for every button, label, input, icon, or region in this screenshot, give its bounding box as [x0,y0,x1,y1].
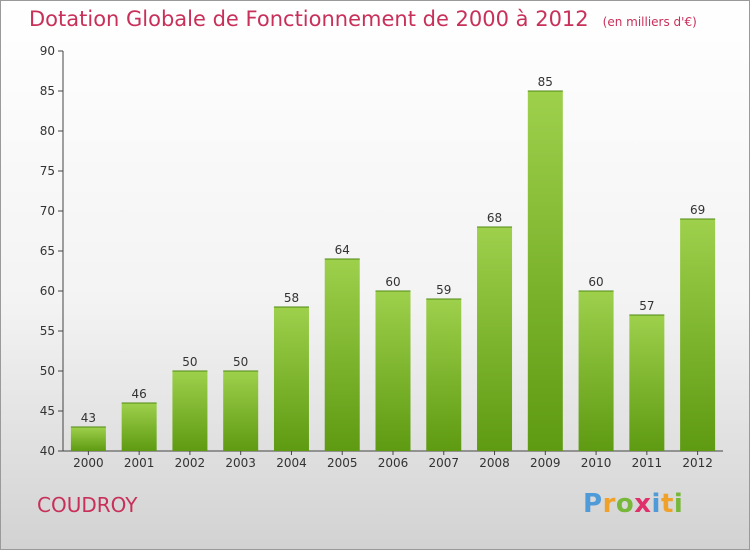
bar [629,315,665,451]
x-tick-label: 2004 [276,456,307,470]
data-label: 46 [132,387,147,401]
bar [578,291,614,451]
bar [273,307,309,451]
x-tick-label: 2012 [682,456,713,470]
x-tick-label: 2009 [530,456,561,470]
y-tick-label: 75 [40,164,55,178]
x-tick-label: 2007 [428,456,459,470]
y-tick-label: 50 [40,364,55,378]
proxiti-logo: Proxiti [583,489,683,519]
data-label: 85 [538,75,553,89]
x-tick-label: 2002 [175,456,206,470]
chart-title: Dotation Globale de Fonctionnement de 20… [29,7,697,31]
data-label: 57 [639,299,654,313]
y-tick-label: 60 [40,284,55,298]
data-label: 43 [81,411,96,425]
x-tick-label: 2010 [581,456,612,470]
data-label: 59 [436,283,451,297]
y-tick-label: 90 [40,44,55,58]
bar [121,403,157,451]
data-label: 58 [284,291,299,305]
y-tick-label: 80 [40,124,55,138]
bar [527,91,563,451]
x-tick-label: 2011 [632,456,663,470]
bar [324,259,360,451]
x-tick-label: 2006 [378,456,409,470]
y-tick-label: 55 [40,324,55,338]
data-label: 50 [182,355,197,369]
bar [223,371,259,451]
data-label: 60 [385,275,400,289]
data-label: 60 [588,275,603,289]
y-tick-label: 85 [40,84,55,98]
y-tick-label: 45 [40,404,55,418]
bar [477,227,513,451]
logo-letter: o [615,489,635,519]
commune-name: COUDROY [37,493,138,517]
bar [172,371,208,451]
x-tick-label: 2005 [327,456,358,470]
y-tick-label: 40 [40,444,55,458]
axes: 40 45 50 55 60 65 70 75 80 85 90 2000 2001 2002 2003 20… [40,44,723,470]
title-text: Dotation Globale de Fonctionnement de 20… [29,7,589,31]
data-label: 64 [335,243,350,257]
logo-letter: t [660,489,674,519]
bars: 43 46 50 50 58 64 60 59 68 85 60 57 69 [70,75,716,451]
data-label: 50 [233,355,248,369]
logo-letter: i [673,489,684,519]
logo-letter: P [583,489,603,519]
y-tick-label: 65 [40,244,55,258]
logo-letter: x [634,489,652,519]
x-tick-label: 2008 [479,456,510,470]
data-label: 69 [690,203,705,217]
bar [375,291,411,451]
x-tick-label: 2000 [73,456,104,470]
bar [70,427,106,451]
bar [680,219,716,451]
data-label: 68 [487,211,502,225]
logo-letter: i [651,489,661,519]
x-tick-label: 2003 [225,456,256,470]
y-tick-label: 70 [40,204,55,218]
unit-label: (en milliers d'€) [602,15,697,29]
bar [426,299,462,451]
x-tick-label: 2001 [124,456,155,470]
logo-letter: r [602,489,616,519]
